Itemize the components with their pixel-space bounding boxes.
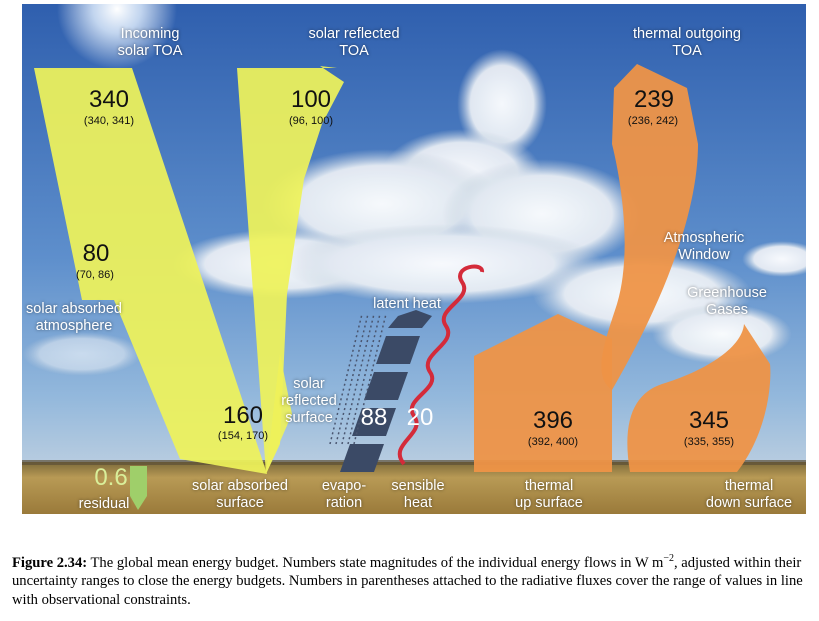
residual-arrow xyxy=(130,466,147,510)
sun-glow xyxy=(57,4,177,69)
solar-incoming-arrow xyxy=(34,68,267,474)
figure-caption: Figure 2.34: The global mean energy budg… xyxy=(12,550,812,609)
absorbed-atmosphere-range: (70, 86) xyxy=(76,269,114,281)
energy-budget-diagram: Incoming solar TOA 340 (340, 341) solar … xyxy=(22,4,806,514)
latent-heat-stripes xyxy=(340,310,432,472)
caption-text: The global mean energy budget. Numbers s… xyxy=(87,554,664,571)
absorbed-atmosphere-label: solar absorbed atmosphere xyxy=(26,301,122,334)
residual-value: 0.6 xyxy=(94,464,128,491)
reflected-toa-range: (96, 100) xyxy=(288,115,334,127)
evaporation-label: evapo- ration xyxy=(321,478,367,511)
atmospheric-window-label: Atmospheric Window xyxy=(663,230,745,263)
thermal-up-surface-arrow xyxy=(474,314,612,472)
reflected-surface-label: solar reflected surface xyxy=(281,376,337,426)
reflected-toa-label: solar reflected TOA xyxy=(308,26,400,59)
back-radiation-label: thermal down surface xyxy=(705,478,793,511)
cloud-shapes xyxy=(22,49,806,376)
caption-text-continued: , adjusted within their uncertainty rang… xyxy=(12,554,803,608)
latent-heat-dashes xyxy=(329,313,387,445)
solar-reflected-toa-arrow xyxy=(237,66,344,474)
sensible-heat-value: 20 xyxy=(406,404,434,431)
reflected-toa-value: 100 xyxy=(290,86,332,113)
caption-superscript: −2 xyxy=(663,553,674,564)
thermal-up-value: 396 xyxy=(532,407,574,434)
sensible-heat-spiral xyxy=(397,264,484,466)
caption-label: Figure 2.34: xyxy=(12,554,88,571)
evaporation-value: 88 xyxy=(360,404,388,431)
thermal-up-range: (392, 400) xyxy=(527,436,579,448)
thermal-outgoing-value: 239 xyxy=(633,86,675,113)
latent-heat-label: latent heat xyxy=(373,296,441,312)
diagram-graphics xyxy=(22,4,806,514)
residual-label: residual xyxy=(78,496,130,512)
absorbed-surface-value: 160 xyxy=(222,402,264,429)
incoming-solar-range: (340, 341) xyxy=(83,115,135,127)
thermal-outgoing-label: thermal outgoing TOA xyxy=(632,26,741,59)
thermal-outgoing-arrow xyxy=(601,64,698,390)
absorbed-surface-label: solar absorbed surface xyxy=(192,478,288,511)
sensible-heat-label: sensible heat xyxy=(391,478,445,511)
greenhouse-gases-label: Greenhouse Gases xyxy=(687,285,767,318)
absorbed-surface-range: (154, 170) xyxy=(217,430,269,442)
back-radiation-range: (335, 355) xyxy=(683,436,735,448)
solar-reflected-surface xyxy=(266,354,292,474)
absorbed-atmosphere-value: 80 xyxy=(82,240,110,267)
thermal-down-surface-arrow xyxy=(627,324,771,472)
back-radiation-value: 345 xyxy=(688,407,730,434)
incoming-solar-value: 340 xyxy=(88,86,130,113)
incoming-solar-label: Incoming solar TOA xyxy=(117,26,183,59)
thermal-outgoing-range: (236, 242) xyxy=(627,115,679,127)
thermal-up-label: thermal up surface xyxy=(515,478,583,511)
